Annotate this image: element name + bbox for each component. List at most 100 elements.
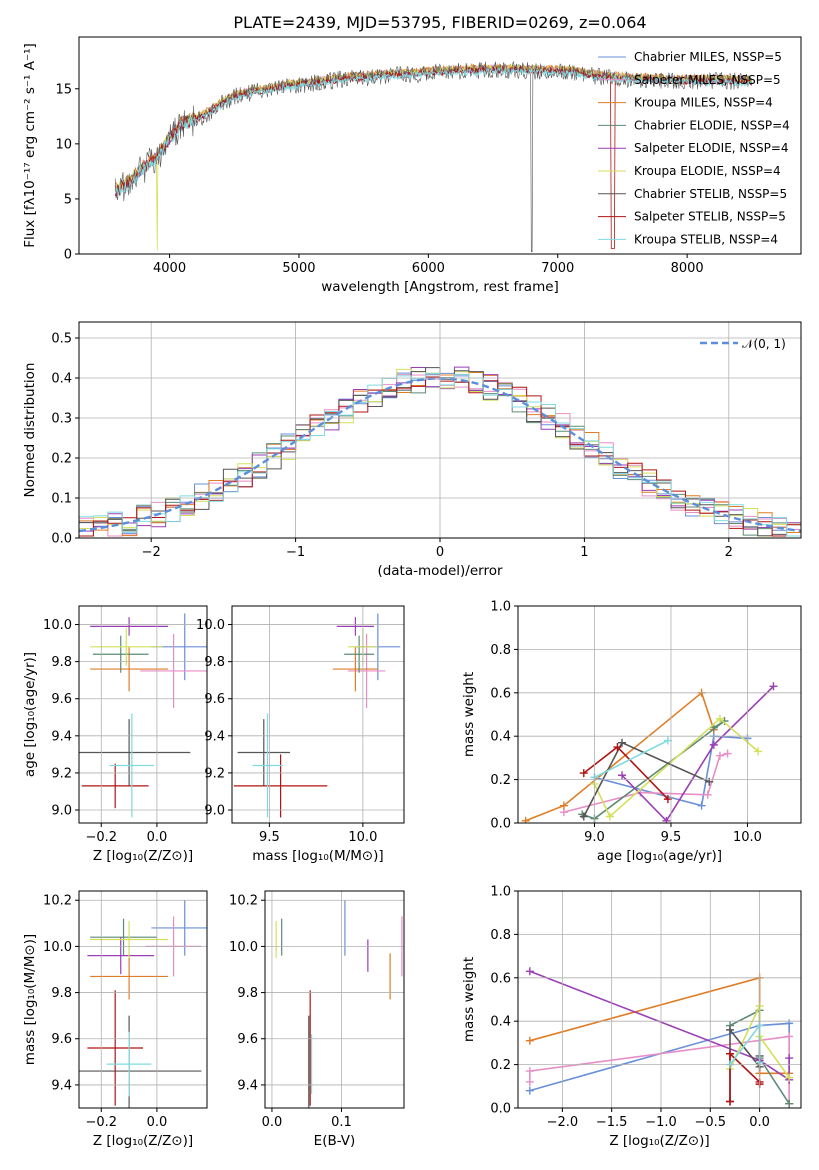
- x-tick-label: 0.0: [147, 830, 168, 845]
- plot-area: [275, 900, 403, 1108]
- data-point-marker: [715, 714, 724, 723]
- data-point-marker: [726, 1049, 735, 1058]
- y-tick-label: 9.2: [204, 766, 225, 781]
- x-tick-label: 9.5: [661, 830, 682, 845]
- plot-area: [525, 967, 794, 1108]
- legend-entry: Salpeter STELIB, NSSP=5: [634, 210, 786, 224]
- axes-frame: [78, 605, 208, 824]
- data-point-marker: [525, 1036, 534, 1045]
- x-tick-label: −0.5: [694, 1115, 726, 1130]
- data-point-marker: [579, 812, 588, 821]
- y-tick-label: 5: [64, 192, 72, 207]
- y-tick-label: 0.5: [51, 332, 72, 347]
- axes-frame: [78, 321, 802, 539]
- data-point-marker: [559, 801, 568, 810]
- y-tick-label: 9.8: [51, 655, 72, 670]
- x-tick-label: −0.2: [85, 1115, 117, 1130]
- y-tick-label: 9.8: [237, 986, 258, 1001]
- x-tick-label: 0.1: [331, 1115, 352, 1130]
- y-tick-label: 10: [55, 137, 72, 152]
- y-tick-label: 0.4: [51, 372, 72, 387]
- y-tick-label: 15: [55, 82, 72, 97]
- y-tick-label: 1.0: [490, 885, 511, 900]
- y-tick-label: 9.4: [237, 1078, 258, 1093]
- y-tick-label: 9.4: [51, 729, 72, 744]
- massweight-series-line: [594, 735, 748, 807]
- x-tick-label: −1: [286, 545, 305, 560]
- x-tick-label: 10.0: [733, 830, 762, 845]
- y-tick-label: 0.8: [490, 643, 511, 658]
- y-tick-label: 9.6: [204, 692, 225, 707]
- spectrum-series-line: [114, 61, 753, 253]
- axes-frame: [78, 36, 802, 255]
- x-axis-label: mass [log₁₀(M/M⊙)]: [252, 848, 383, 864]
- y-tick-label: 0.0: [490, 817, 511, 832]
- chart-residuals: −2 −1 0 1 2 0.0 0.1 0.2 0.3 0.4 0.5 (data-model)/er…: [22, 321, 802, 579]
- y-tick-label: 0.4: [490, 1015, 511, 1030]
- y-tick-label: 9.2: [51, 766, 72, 781]
- data-point-marker: [525, 1067, 534, 1076]
- y-tick-label: 0.2: [490, 1058, 511, 1073]
- data-point-marker: [525, 1086, 534, 1095]
- chart-age_vs_mass: 9.5 10.0 9.0 9.2 9.4 9.6 9.8 10.0 mass [log₁₀(M/…: [196, 605, 405, 864]
- data-point-marker: [769, 682, 778, 691]
- data-point-marker: [723, 749, 732, 758]
- axes-frame: [517, 890, 802, 1109]
- plot-area: [521, 682, 778, 823]
- x-axis-label: Z [log₁₀(Z/Z⊙)]: [93, 1133, 193, 1149]
- y-tick-label: 10.0: [43, 618, 72, 633]
- chart-massweight_vs_age: 9.0 9.5 10.0 0.0 0.2 0.4 0.6 0.8 1.0 age [log₁₀(a…: [461, 600, 802, 864]
- axes-frame: [78, 890, 208, 1109]
- massweight-series-line: [621, 685, 775, 823]
- legend-entry: Chabrier ELODIE, NSSP=4: [634, 118, 790, 132]
- chart-mass_vs_ebv: 0.0 0.1 9.4 9.6 9.8 10.0 10.2 E(B-V): [229, 890, 405, 1149]
- y-tick-label: 0.6: [490, 971, 511, 986]
- data-point-marker: [525, 967, 534, 976]
- massweight-series-line: [594, 739, 669, 779]
- axes-frame: [231, 605, 405, 824]
- data-point-marker: [613, 743, 622, 752]
- x-tick-label: 2: [725, 545, 733, 560]
- y-tick-label: 0.3: [51, 412, 72, 427]
- y-tick-label: 0: [64, 248, 72, 263]
- data-point-marker: [785, 1054, 794, 1063]
- data-point-marker: [618, 771, 627, 780]
- data-point-marker: [521, 816, 530, 823]
- y-axis-label: Flux [fλ10⁻¹⁷ erg cm⁻² s⁻¹ A⁻¹]: [22, 43, 38, 248]
- massweight-series-line: [525, 691, 715, 822]
- x-tick-label: 1: [580, 545, 588, 560]
- y-tick-label: 10.2: [43, 894, 72, 909]
- data-point-marker: [703, 790, 712, 799]
- y-tick-label: 0.2: [490, 773, 511, 788]
- x-tick-label: 9.0: [584, 830, 605, 845]
- x-tick-label: −1.0: [645, 1115, 677, 1130]
- x-tick-label: 0.0: [262, 1115, 283, 1130]
- data-point-marker: [662, 816, 671, 823]
- spectrum-series-line: [115, 66, 753, 196]
- legend-entry: Chabrier MILES, NSSP=5: [634, 50, 782, 64]
- plot-area: [79, 613, 207, 818]
- x-tick-label: 0.0: [147, 1115, 168, 1130]
- y-tick-label: 0.8: [490, 928, 511, 943]
- x-tick-label: 6000: [412, 261, 445, 276]
- x-tick-label: 5000: [282, 261, 315, 276]
- y-tick-label: 10.0: [43, 940, 72, 955]
- y-tick-label: 0.4: [490, 730, 511, 745]
- y-tick-label: 9.6: [51, 692, 72, 707]
- x-tick-label: −2: [142, 545, 161, 560]
- legend: 𝒩(0, 1): [700, 337, 786, 351]
- data-point-marker: [618, 738, 627, 747]
- y-tick-label: 1.0: [490, 600, 511, 615]
- x-tick-label: −2.0: [547, 1115, 579, 1130]
- plot-area: [79, 900, 207, 1108]
- legend: Chabrier MILES, NSSP=5 Salpeter MILES, NS…: [598, 50, 790, 246]
- legend-entry: Chabrier STELIB, NSSP=5: [634, 187, 787, 201]
- x-tick-label: −1.5: [596, 1115, 628, 1130]
- massweight-series-line: [529, 970, 791, 1082]
- page-title: PLATE=2439, MJD=53795, FIBERID=0269, z=0…: [233, 13, 646, 32]
- y-tick-label: 0.0: [490, 1102, 511, 1117]
- chart-age_vs_Z: −0.2 0.0 9.0 9.2 9.4 9.6 9.8 10.0 Z [log₁₀(Z/Z⊙)…: [22, 605, 208, 864]
- x-axis-label: E(B-V): [314, 1133, 356, 1149]
- x-tick-label: −0.2: [85, 830, 117, 845]
- y-tick-label: 9.6: [51, 1032, 72, 1047]
